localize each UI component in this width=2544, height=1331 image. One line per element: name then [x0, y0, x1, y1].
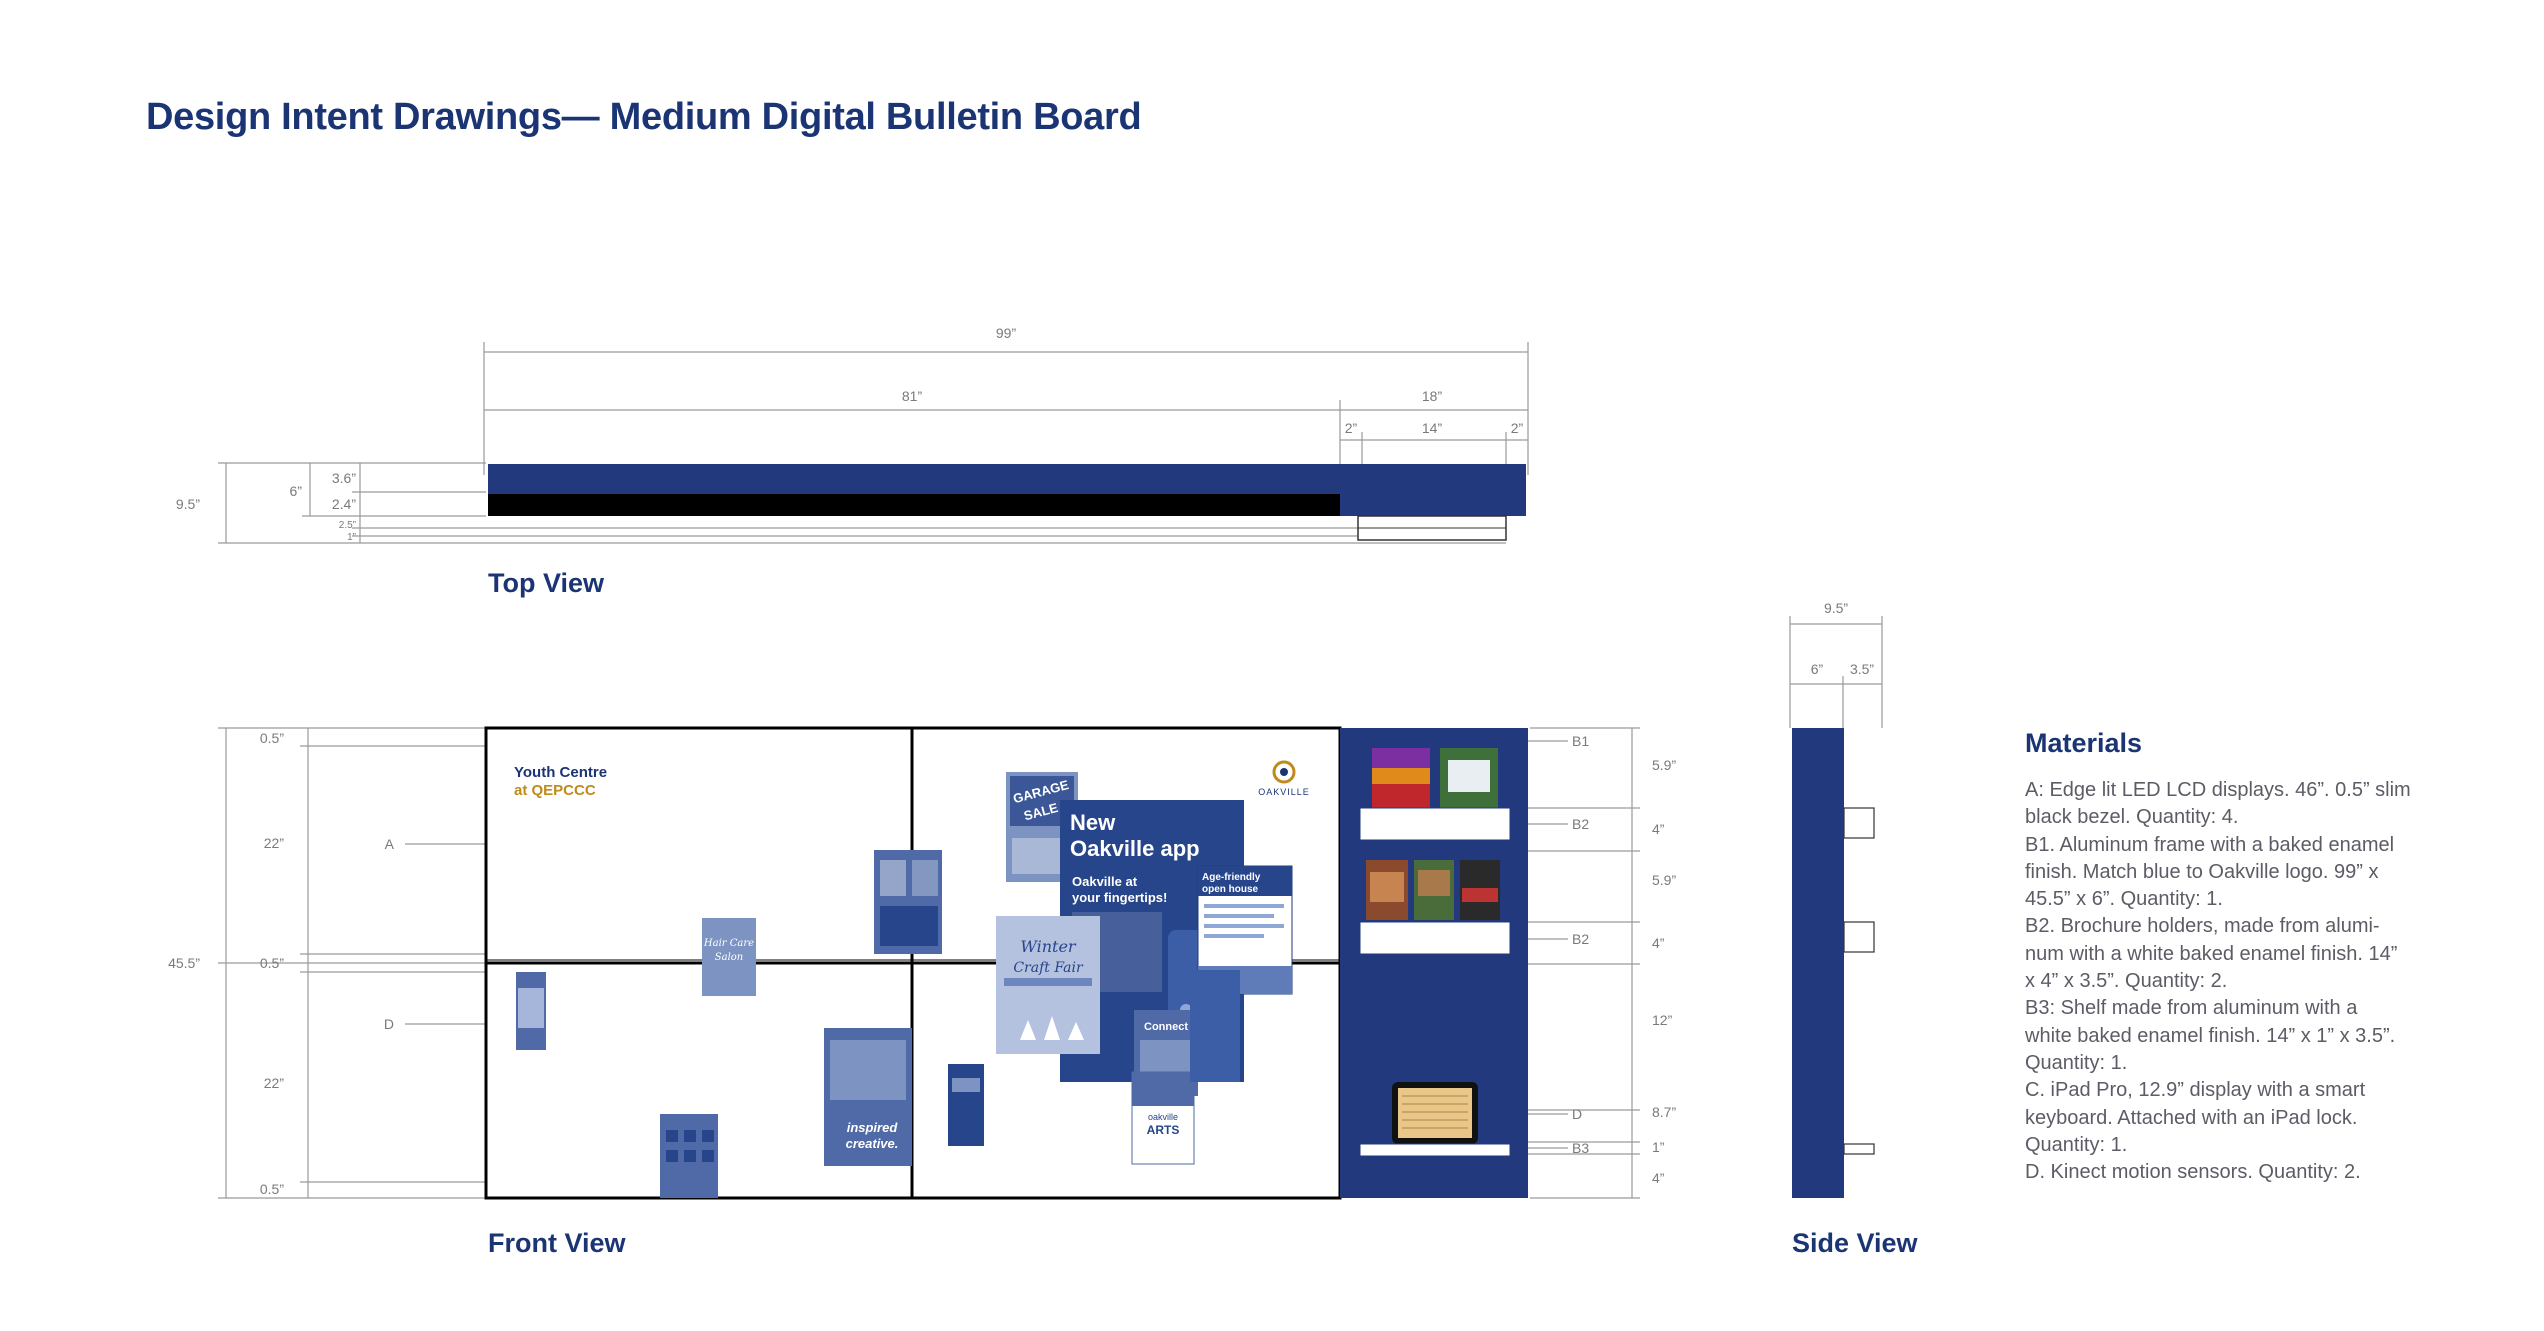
side-view-title: Side View — [1792, 1228, 1918, 1258]
svg-text:New: New — [1070, 810, 1116, 835]
top-view-diagram — [218, 342, 1529, 544]
brochure-holder-b2-bottom — [1359, 921, 1511, 955]
svg-text:Winter: Winter — [1020, 937, 1076, 956]
front-view-title: Front View — [488, 1228, 626, 1258]
posters: GARAGE SALE New Oakville app Oakville at… — [516, 772, 1293, 1198]
materials-line: white baked enamel finish. 14” x 1” x 3.… — [2025, 1024, 2396, 1047]
dim-top-depth-holder: 2.5” — [339, 520, 356, 531]
dim-top-depth-shelf: 1” — [347, 532, 356, 543]
label-b2-top: B2 — [1572, 816, 1589, 832]
svg-text:ARTS: ARTS — [1147, 1123, 1180, 1137]
svg-text:creative.: creative. — [846, 1136, 899, 1151]
materials-line: num with a white baked enamel finish. 14… — [2025, 942, 2398, 965]
materials-line: 45.5” x 6”. Quantity: 1. — [2025, 888, 2223, 911]
materials-line: black bezel. Quantity: 4. — [2025, 806, 2239, 829]
svg-text:your fingertips!: your fingertips! — [1072, 890, 1167, 905]
materials-line: Quantity: 1. — [2025, 1133, 2128, 1156]
materials-line: A: Edge lit LED LCD displays. 46”. 0.5” … — [2025, 779, 2411, 801]
dim-front-right-5: 12” — [1652, 1012, 1673, 1028]
svg-text:Oakville at: Oakville at — [1072, 874, 1138, 889]
dim-top-holder: 14” — [1422, 420, 1443, 436]
dim-front-right-2: 4” — [1652, 821, 1665, 837]
dim-front-right-6: 8.7” — [1652, 1104, 1676, 1120]
label-b3: B3 — [1572, 1140, 1589, 1156]
dim-front-left-4: 22” — [264, 1075, 285, 1091]
shelf-b3 — [1359, 1143, 1511, 1157]
materials-line: B2. Brochure holders, made from alumi- — [2025, 915, 2380, 938]
label-b1: B1 — [1572, 733, 1589, 749]
dim-side-total: 9.5” — [1824, 600, 1848, 616]
svg-text:inspired: inspired — [847, 1120, 899, 1135]
dim-front-right-4: 4” — [1652, 935, 1665, 951]
materials-line: keyboard. Attached with an iPad lock. — [2025, 1106, 2358, 1129]
screen-brand-line2: at QEPCCC — [514, 782, 596, 799]
side-view-diagram — [1789, 616, 1883, 728]
materials-list: A: Edge lit LED LCD displays. 46”. 0.5” … — [2025, 777, 2425, 1186]
svg-text:oakville: oakville — [1148, 1112, 1178, 1122]
top-frame — [488, 464, 1526, 494]
dim-front-right-1: 5.9” — [1652, 757, 1676, 773]
top-frame-right — [1340, 494, 1526, 516]
svg-text:Age-friendly: Age-friendly — [1202, 872, 1261, 883]
dim-top-depth-frame: 6” — [290, 483, 303, 499]
svg-text:Craft Fair: Craft Fair — [1013, 960, 1084, 976]
dim-front-right-3: 5.9” — [1652, 872, 1676, 888]
dim-front-left-1: 0.5” — [260, 730, 284, 746]
label-b2-bottom: B2 — [1572, 931, 1589, 947]
poster-recording-studio — [948, 1064, 984, 1146]
top-view-title: Top View — [488, 568, 605, 598]
page-title: Design Intent Drawings— Medium Digital B… — [146, 96, 1142, 138]
dim-side-frame: 6” — [1811, 661, 1824, 677]
svg-text:open house: open house — [1202, 884, 1259, 895]
brochure-holder-b2-top — [1359, 807, 1511, 841]
side-frame — [1792, 728, 1844, 1198]
materials-panel: Materials A: Edge lit LED LCD displays. … — [2025, 728, 2425, 1186]
svg-text:Hair Care: Hair Care — [703, 938, 754, 949]
poster-strip — [1190, 970, 1240, 1082]
label-d-left: D — [384, 1016, 394, 1032]
oakville-logo-icon — [1272, 760, 1296, 784]
oakville-logo-text: OAKVILLE — [1258, 787, 1310, 797]
dim-front-left-3: 0.5” — [260, 955, 284, 971]
label-a: A — [385, 836, 395, 852]
materials-heading: Materials — [2025, 728, 2143, 758]
dim-top-depth-upper: 3.6” — [332, 470, 356, 486]
dim-top-margin-left: 2” — [1345, 420, 1358, 436]
materials-line: B1. Aluminum frame with a baked enamel — [2025, 833, 2395, 856]
dim-front-right-7: 1” — [1652, 1139, 1665, 1155]
dim-top-depth-total: 9.5” — [176, 496, 200, 512]
svg-text:Oakville app: Oakville app — [1070, 836, 1200, 861]
label-d-right: D — [1572, 1106, 1582, 1122]
svg-text:Connect: Connect — [1144, 1021, 1188, 1033]
dim-front-right-8: 4” — [1652, 1170, 1665, 1186]
materials-line: finish. Match blue to Oakville logo. 99”… — [2025, 860, 2379, 883]
side-shelf — [1843, 1143, 1875, 1155]
dim-front-left-5: 0.5” — [260, 1181, 284, 1197]
materials-line: B3: Shelf made from aluminum with a — [2025, 997, 2358, 1020]
screen-brand-line1: Youth Centre — [514, 764, 607, 781]
dim-front-left-2: 22” — [264, 835, 285, 851]
dim-top-overall: 99” — [996, 325, 1017, 341]
materials-line: x 4” x 3.5”. Quantity: 2. — [2025, 970, 2228, 993]
materials-line: C. iPad Pro, 12.9” display with a smart — [2025, 1079, 2366, 1102]
side-brochure-holder-2 — [1843, 921, 1875, 953]
dim-front-height: 45.5” — [168, 955, 200, 971]
poster-hair-care-salon — [702, 918, 756, 996]
materials-line: D. Kinect motion sensors. Quantity: 2. — [2025, 1161, 2361, 1184]
top-display-bezel — [488, 494, 1340, 516]
dim-top-margin-right: 2” — [1511, 420, 1524, 436]
svg-text:Salon: Salon — [715, 952, 743, 963]
dim-top-depth-lower: 2.4” — [332, 496, 356, 512]
dim-side-holder: 3.5” — [1850, 661, 1874, 677]
dim-top-display: 81” — [902, 388, 923, 404]
dim-top-right: 18” — [1422, 388, 1443, 404]
side-brochure-holder-1 — [1843, 807, 1875, 839]
materials-line: Quantity: 1. — [2025, 1051, 2128, 1074]
